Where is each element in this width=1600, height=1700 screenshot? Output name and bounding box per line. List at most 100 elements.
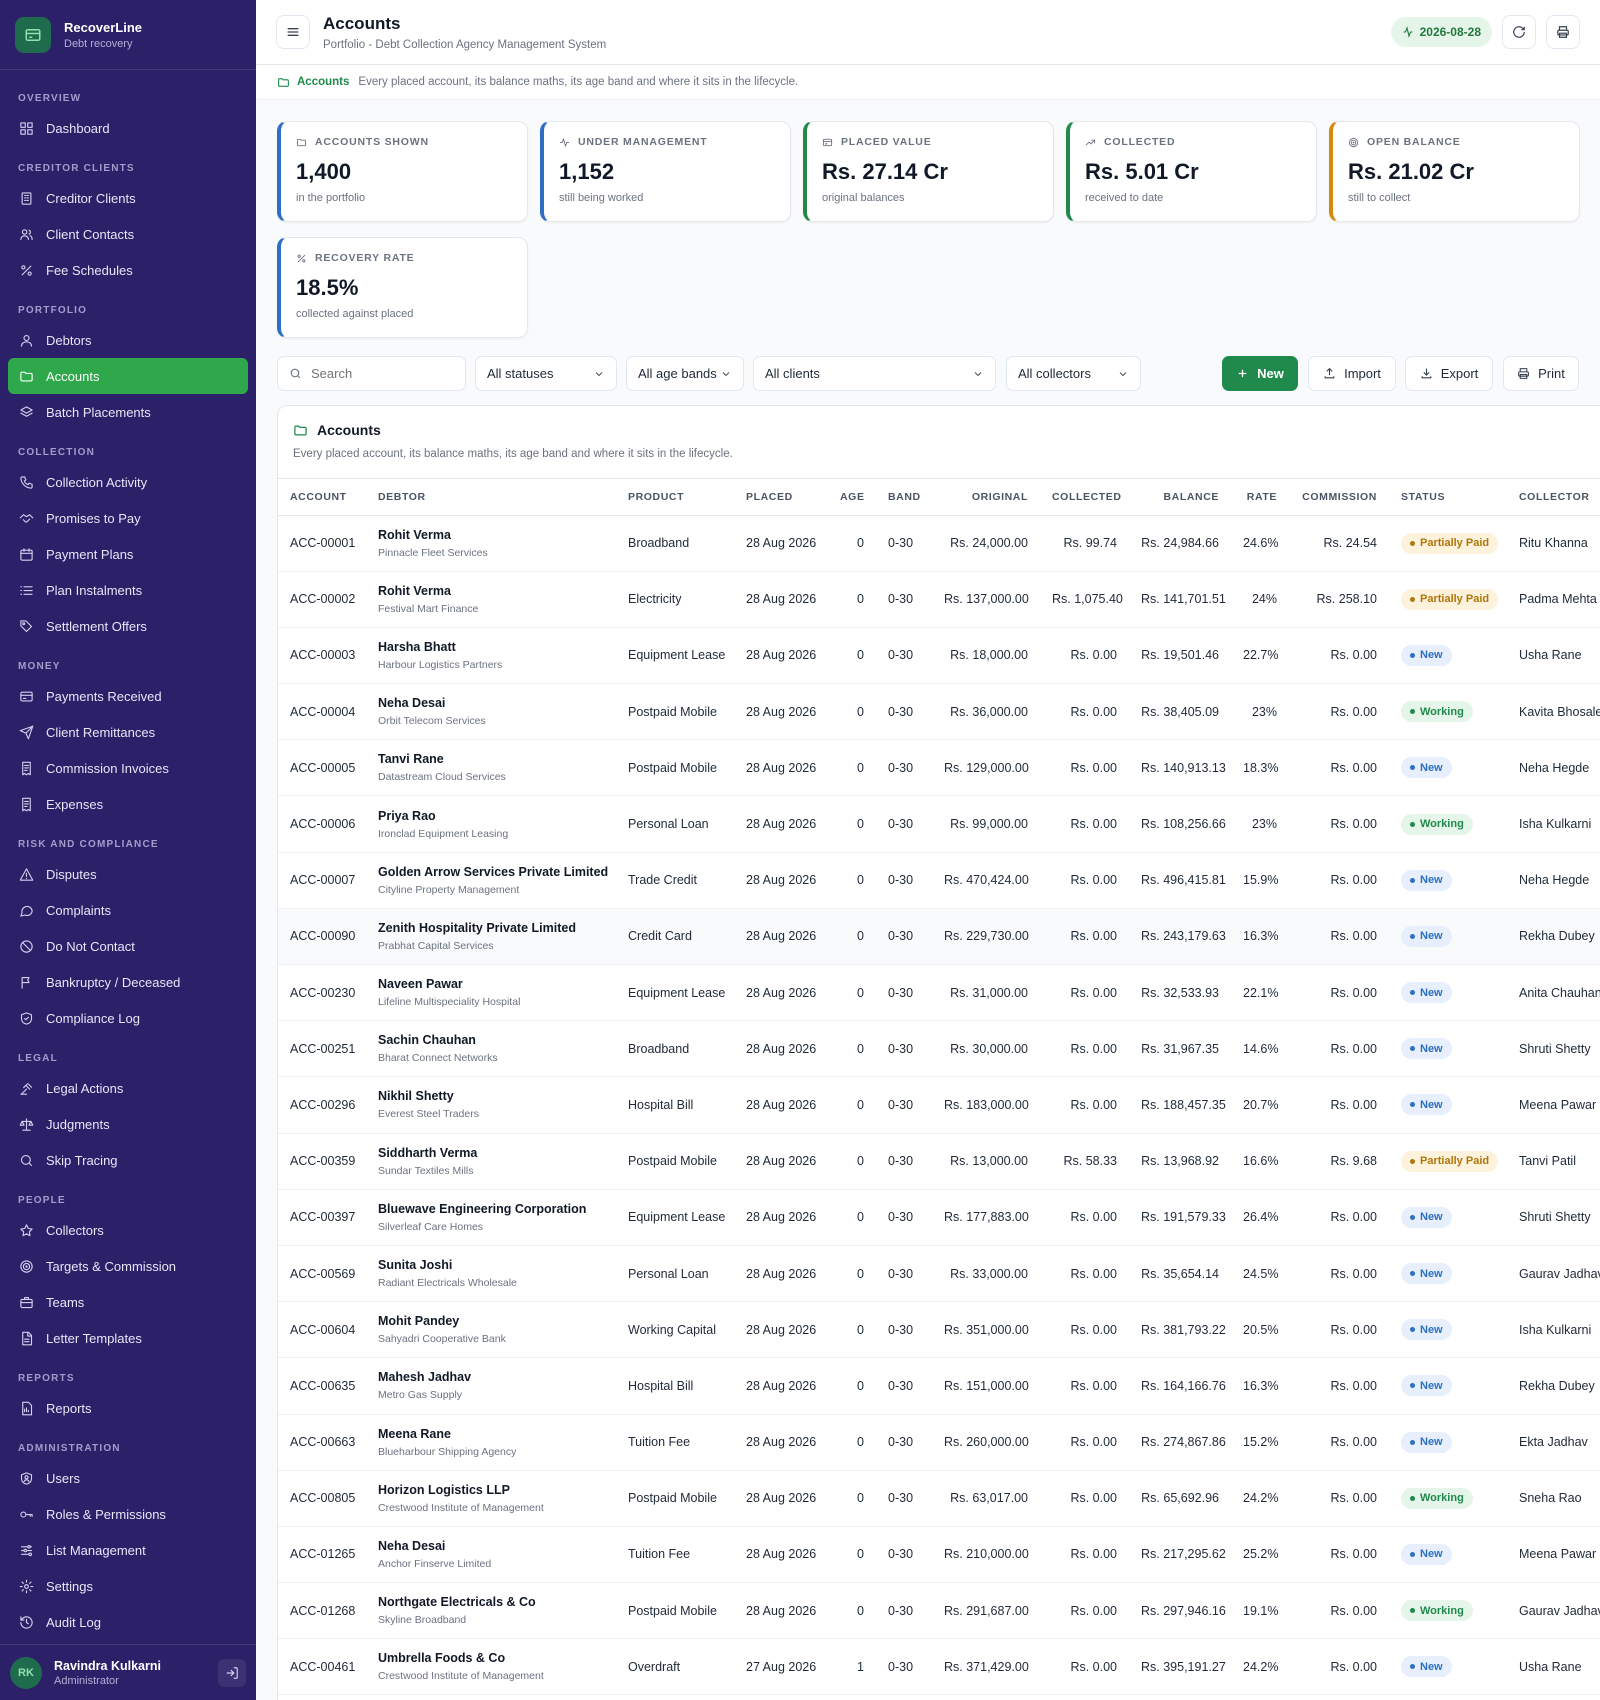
column-header-balance[interactable]: BALANCE (1129, 479, 1231, 516)
column-header-original[interactable]: ORIGINAL (932, 479, 1040, 516)
debtor-name[interactable]: Golden Arrow Services Private Limited (378, 864, 609, 879)
account-number[interactable]: ACC-00805 (278, 1470, 366, 1527)
table-row[interactable]: ACC-00663 Meena Rane Blueharbour Shipping … (278, 1414, 1600, 1471)
column-header-collected[interactable]: COLLECTED (1040, 479, 1129, 516)
debtor-name[interactable]: Bluewave Engineering Corporation (378, 1201, 587, 1216)
sidebar-item-fee-schedules[interactable]: Fee Schedules (8, 252, 248, 288)
table-row[interactable]: ACC-00090 Zenith Hospitality Private Limi… (278, 908, 1600, 966)
column-header-commission[interactable]: COMMISSION (1289, 479, 1389, 516)
sidebar-item-complaints[interactable]: Complaints (8, 892, 248, 928)
collector-filter[interactable]: All collectors (1006, 356, 1141, 391)
debtor-name[interactable]: Rohit Verma (378, 527, 451, 542)
import-button[interactable]: Import (1308, 356, 1396, 391)
debtor-name[interactable]: Sachin Chauhan (378, 1033, 476, 1048)
sidebar-item-do-not-contact[interactable]: Do Not Contact (8, 928, 248, 964)
sidebar-item-promises-to-pay[interactable]: Promises to Pay (8, 500, 248, 536)
debtor-name[interactable]: Northgate Electricals & Co (378, 1595, 536, 1610)
table-row[interactable]: ACC-00569 Sunita Joshi Radiant Electricals… (278, 1245, 1600, 1303)
debtor-name[interactable]: Nikhil Shetty (378, 1089, 454, 1104)
sidebar-item-targets-and-commission[interactable]: Targets & Commission (8, 1248, 248, 1284)
account-number[interactable]: ACC-00569 (278, 1245, 366, 1303)
account-number[interactable]: ACC-00251 (278, 1020, 366, 1078)
sidebar-item-dashboard[interactable]: Dashboard (8, 110, 248, 146)
sidebar-item-client-contacts[interactable]: Client Contacts (8, 216, 248, 252)
column-header-status[interactable]: STATUS (1389, 479, 1507, 516)
sidebar-item-reports[interactable]: Reports (8, 1390, 248, 1426)
account-number[interactable]: ACC-01265 (278, 1526, 366, 1584)
print-button[interactable]: Print (1503, 356, 1579, 391)
debtor-name[interactable]: Neha Desai (378, 1538, 446, 1553)
column-header-debtor[interactable]: DEBTOR (366, 479, 616, 516)
refresh-button[interactable] (1502, 15, 1536, 49)
debtor-name[interactable]: Sunita Joshi (378, 1258, 453, 1273)
sidebar-item-settlement-offers[interactable]: Settlement Offers (8, 608, 248, 644)
column-header-account[interactable]: ACCOUNT (278, 479, 366, 516)
column-header-age[interactable]: AGE (828, 479, 876, 516)
sidebar-item-plan-instalments[interactable]: Plan Instalments (8, 572, 248, 608)
debtor-name[interactable]: Mohit Pandey (378, 1314, 460, 1329)
table-row[interactable]: ACC-00359 Siddharth Verma Sundar Textiles … (278, 1133, 1600, 1190)
menu-toggle-button[interactable] (276, 15, 310, 49)
table-row[interactable]: ACC-00006 Priya Rao Ironclad Equipment Lea… (278, 795, 1600, 853)
debtor-name[interactable]: Tanvi Rane (378, 752, 444, 767)
table-row[interactable]: ACC-00005 Tanvi Rane Datastream Cloud Serv… (278, 739, 1600, 797)
sidebar-item-debtors[interactable]: Debtors (8, 322, 248, 358)
account-number[interactable]: ACC-00230 (278, 964, 366, 1022)
sidebar-item-compliance-log[interactable]: Compliance Log (8, 1000, 248, 1036)
account-number[interactable]: ACC-00604 (278, 1301, 366, 1359)
account-number[interactable]: ACC-00663 (278, 1414, 366, 1471)
sidebar-item-accounts[interactable]: Accounts (8, 358, 248, 394)
debtor-name[interactable]: Meena Rane (378, 1426, 451, 1441)
sidebar-item-disputes[interactable]: Disputes (8, 856, 248, 892)
debtor-name[interactable]: Zenith Hospitality Private Limited (378, 920, 576, 935)
table-row[interactable]: ACC-01265 Neha Desai Anchor Finserve Limit… (278, 1526, 1600, 1584)
client-filter[interactable]: All clients (753, 356, 996, 391)
column-header-product[interactable]: PRODUCT (616, 479, 734, 516)
column-header-band[interactable]: BAND (876, 479, 932, 516)
account-number[interactable]: ACC-00006 (278, 795, 366, 853)
column-header-collector[interactable]: COLLECTOR (1507, 479, 1600, 516)
sidebar-item-skip-tracing[interactable]: Skip Tracing (8, 1142, 248, 1178)
sidebar-item-audit-log[interactable]: Audit Log (8, 1604, 248, 1640)
sidebar-item-expenses[interactable]: Expenses (8, 786, 248, 822)
table-row[interactable]: ACC-00007 Golden Arrow Services Private L… (278, 852, 1600, 909)
status-filter[interactable]: All statuses (475, 356, 617, 391)
sidebar-item-judgments[interactable]: Judgments (8, 1106, 248, 1142)
debtor-name[interactable]: Siddharth Verma (378, 1145, 478, 1160)
sidebar-item-payments-received[interactable]: Payments Received (8, 678, 248, 714)
account-number[interactable]: ACC-00296 (278, 1076, 366, 1134)
table-row[interactable]: ACC-00635 Mahesh Jadhav Metro Gas Supply Ho… (278, 1357, 1600, 1415)
account-number[interactable]: ACC-00635 (278, 1357, 366, 1415)
debtor-name[interactable]: Priya Rao (378, 808, 436, 823)
table-row[interactable]: ACC-00604 Mohit Pandey Sahyadri Cooperativ… (278, 1301, 1600, 1359)
sidebar-item-batch-placements[interactable]: Batch Placements (8, 394, 248, 430)
sidebar-item-settings[interactable]: Settings (8, 1568, 248, 1604)
debtor-name[interactable]: Neha Desai (378, 696, 446, 711)
sidebar-item-list-management[interactable]: List Management (8, 1532, 248, 1568)
column-header-rate[interactable]: RATE (1231, 479, 1289, 516)
search-field[interactable] (277, 356, 466, 391)
table-row[interactable]: ACC-00004 Neha Desai Orbit Telecom Service… (278, 683, 1600, 741)
account-number[interactable]: ACC-00002 (278, 571, 366, 628)
account-number[interactable]: ACC-00003 (278, 627, 366, 685)
new-account-button[interactable]: New (1222, 356, 1298, 391)
table-row[interactable]: ACC-00002 Rohit Verma Festival Mart Financ… (278, 571, 1600, 628)
debtor-name[interactable]: Rohit Verma (378, 583, 451, 598)
account-number[interactable]: ACC-00461 (278, 1638, 366, 1696)
logout-button[interactable] (218, 1658, 246, 1687)
table-row[interactable]: ACC-00805 Horizon Logistics LLP Crestwood … (278, 1470, 1600, 1527)
account-number[interactable]: ACC-01268 (278, 1582, 366, 1640)
table-row[interactable]: ACC-00461 Umbrella Foods & Co Crestwood In… (278, 1638, 1600, 1696)
debtor-name[interactable]: Harsha Bhatt (378, 639, 456, 654)
table-row[interactable]: ACC-00001 Rohit Verma Pinnacle Fleet Servi… (278, 515, 1600, 572)
sidebar-item-client-remittances[interactable]: Client Remittances (8, 714, 248, 750)
account-number[interactable]: ACC-00397 (278, 1189, 366, 1246)
avatar[interactable]: RK (10, 1656, 42, 1689)
breadcrumb-link[interactable]: Accounts (297, 76, 350, 88)
table-row[interactable]: ACC-00230 Naveen Pawar Lifeline Multispeci… (278, 964, 1600, 1022)
account-number[interactable]: ACC-00007 (278, 852, 366, 909)
sidebar-item-users[interactable]: Users (8, 1460, 248, 1496)
sidebar-item-creditor-clients[interactable]: Creditor Clients (8, 180, 248, 216)
age-band-filter[interactable]: All age bands (626, 356, 744, 391)
sidebar-item-commission-invoices[interactable]: Commission Invoices (8, 750, 248, 786)
